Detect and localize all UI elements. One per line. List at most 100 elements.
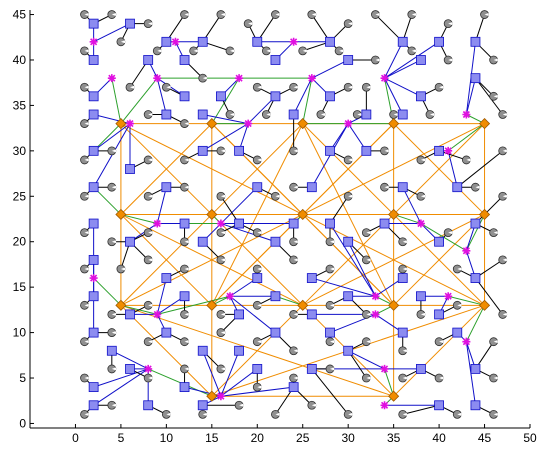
sensor-node-notch [457,303,462,307]
member-link [202,123,249,152]
sensor-node-notch [366,340,371,344]
sensor-node-notch [348,85,353,89]
relay-node-marker [197,36,208,47]
relay-node-marker [234,145,244,156]
member-link [384,59,422,79]
gateway-node-marker [115,118,127,130]
relay-node-marker [325,91,335,102]
sensor-node-notch [257,267,262,271]
cluster-head-marker [226,292,234,301]
relay-node-marker [434,236,444,247]
sensor-node-notch [184,158,189,162]
sensor-node-notch [439,340,444,344]
sensor-node-notch [184,267,189,271]
member-link [202,350,222,397]
relay-node-marker [361,145,372,156]
member-link [447,150,458,188]
relay-node-marker [325,327,335,338]
sensor-node-notch [348,22,353,26]
member-link [202,114,249,125]
cluster-head-marker [371,292,380,301]
relay-node-marker [306,364,317,374]
cluster-head-marker [153,310,162,319]
gateway-node-marker [388,299,400,311]
sensor-node-notch [502,312,508,316]
sensor-link [311,368,349,415]
sensor-node-notch [148,376,153,380]
gateway-node-marker [206,299,218,311]
cluster-head-marker [244,119,253,128]
sensor-node-notch [448,231,453,235]
member-link [384,77,404,115]
gateway-node-marker [388,390,400,402]
relay-node-marker [88,109,99,120]
sensor-node-notch [84,376,89,380]
sensor-node-notch [384,149,389,153]
gateway-node-marker [115,208,127,221]
backbone-edge [393,304,485,397]
relay-node-marker [88,218,99,229]
sensor-node-notch [366,312,371,316]
relay-node-marker [125,364,135,374]
sensor-node-notch [375,13,380,17]
sensor-node-notch [293,240,298,244]
cluster-edge [448,295,485,306]
sensor-node-notch [220,331,226,335]
sensor-node-notch [366,85,371,89]
x-tick-label: 45 [478,431,492,445]
sensor-node-notch [148,258,153,262]
backbone-edge [302,214,485,306]
backbone-edge [302,123,485,215]
relay-node-marker [143,55,154,65]
cluster-head-marker [289,37,298,46]
gateway-node-marker [115,299,127,311]
cluster-head-marker [344,119,353,128]
y-tick-label: 15 [13,280,27,294]
sensor-node-notch [84,267,89,271]
sensor-node-notch [366,258,371,262]
cluster-edge [447,123,485,152]
relay-node-marker [434,145,444,156]
member-link [156,277,167,315]
cluster-edge [157,295,231,315]
relay-node-marker [416,291,426,302]
sensor-node-notch [330,267,335,271]
member-link [93,23,131,43]
relay-node-marker [270,55,281,65]
sensor-node-notch [266,113,271,116]
member-link [229,295,276,333]
cluster-head-marker [107,74,116,83]
sensor-node-notch [420,312,426,316]
sensor-node-notch [111,240,117,244]
y-tick-label: 30 [13,144,27,158]
relay-node-marker [452,182,463,193]
cluster-head-marker [416,219,425,228]
cluster-head-marker [462,337,471,346]
member-link [347,241,376,297]
member-link [329,223,376,297]
sensor-node-notch [420,194,426,198]
sensor-node-notch [293,349,298,353]
y-tick-label: 0 [19,416,26,430]
cluster-head-marker [153,219,162,228]
relay-node-marker [88,327,99,338]
sensor-node-notch [402,349,408,353]
sensor-node-notch [111,403,117,407]
sensor-node-notch [293,312,298,316]
y-tick-label: 35 [13,98,27,112]
relay-node-marker [161,36,172,47]
backbone-edge [120,304,394,397]
relay-node-marker [416,91,426,102]
relay-node-marker [125,236,135,247]
relay-node-marker [270,236,281,247]
sensor-node-notch [148,194,153,198]
sensor-node-notch [184,312,189,316]
relay-node-marker [125,309,135,320]
sensor-node-notch [502,149,508,153]
relay-node-marker [288,109,299,120]
gateway-node-marker [206,118,218,130]
member-link [93,123,131,188]
sensor-node-notch [275,194,280,198]
cluster-head-marker [444,292,453,301]
